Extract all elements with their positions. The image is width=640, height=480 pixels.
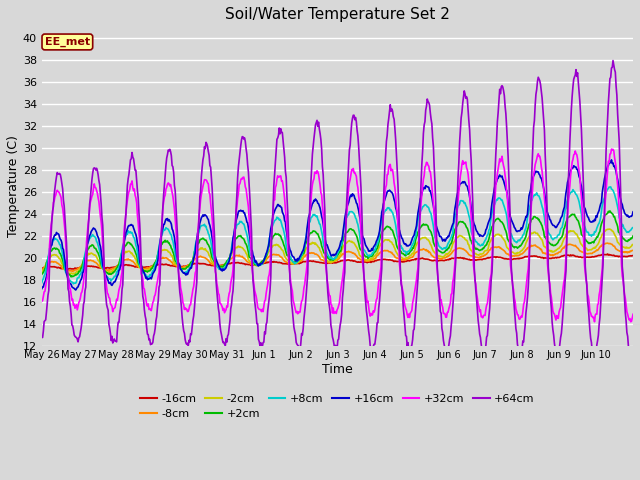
-16cm <box>63 266 71 272</box>
+2cm <box>217 264 225 270</box>
-16cm <box>108 264 116 270</box>
+32cm <box>607 146 615 152</box>
+2cm <box>268 236 276 241</box>
-16cm <box>629 252 637 258</box>
Line: +32cm: +32cm <box>42 149 633 322</box>
+32cm <box>591 319 598 324</box>
+8cm <box>629 225 637 230</box>
+32cm <box>38 299 45 304</box>
Line: +16cm: +16cm <box>42 160 633 290</box>
+16cm <box>433 224 440 230</box>
-8cm <box>433 255 440 261</box>
-8cm <box>629 248 637 253</box>
-8cm <box>217 263 225 269</box>
+2cm <box>246 255 254 261</box>
+64cm <box>432 201 440 207</box>
+8cm <box>399 248 407 253</box>
-2cm <box>217 264 225 270</box>
+32cm <box>216 300 224 306</box>
-16cm <box>217 263 225 268</box>
+8cm <box>38 280 45 286</box>
+2cm <box>108 270 116 276</box>
+8cm <box>108 276 116 282</box>
-8cm <box>399 257 407 263</box>
-2cm <box>268 244 276 250</box>
+32cm <box>432 240 440 245</box>
+2cm <box>399 251 407 257</box>
+16cm <box>399 239 407 245</box>
Title: Soil/Water Temperature Set 2: Soil/Water Temperature Set 2 <box>225 7 450 22</box>
Line: +2cm: +2cm <box>42 211 633 277</box>
+64cm <box>628 356 636 362</box>
-8cm <box>268 252 276 258</box>
-8cm <box>108 266 116 272</box>
-8cm <box>38 266 45 272</box>
Line: +8cm: +8cm <box>42 187 633 284</box>
+32cm <box>629 312 637 317</box>
-2cm <box>108 268 116 274</box>
Line: -16cm: -16cm <box>42 254 633 269</box>
+16cm <box>217 267 225 273</box>
Text: EE_met: EE_met <box>45 37 90 47</box>
Line: -2cm: -2cm <box>42 229 633 274</box>
+8cm <box>607 184 614 190</box>
+16cm <box>607 157 615 163</box>
-2cm <box>629 241 637 247</box>
-2cm <box>399 256 407 262</box>
-2cm <box>246 259 254 265</box>
+8cm <box>433 237 440 243</box>
+64cm <box>268 240 275 246</box>
+32cm <box>245 216 253 222</box>
+2cm <box>67 274 75 280</box>
+2cm <box>38 271 45 277</box>
+16cm <box>268 218 276 224</box>
X-axis label: Time: Time <box>322 363 353 376</box>
-16cm <box>604 251 611 257</box>
+64cm <box>245 182 253 188</box>
+2cm <box>629 233 637 239</box>
+2cm <box>606 208 614 214</box>
-16cm <box>433 258 440 264</box>
-8cm <box>69 268 77 274</box>
-2cm <box>38 270 45 276</box>
+16cm <box>246 236 254 241</box>
-16cm <box>246 262 254 267</box>
-16cm <box>399 259 407 264</box>
+8cm <box>217 266 225 272</box>
Line: +64cm: +64cm <box>42 60 633 359</box>
+2cm <box>433 245 440 251</box>
Legend: -16cm, -8cm, -2cm, +2cm, +8cm, +16cm, +32cm, +64cm: -16cm, -8cm, -2cm, +2cm, +8cm, +16cm, +3… <box>136 389 539 424</box>
-16cm <box>38 265 45 271</box>
Line: -8cm: -8cm <box>42 243 633 271</box>
-8cm <box>604 240 611 246</box>
-2cm <box>606 226 614 232</box>
+16cm <box>629 209 637 215</box>
+64cm <box>108 338 115 344</box>
+64cm <box>609 58 617 63</box>
+64cm <box>38 335 45 340</box>
+64cm <box>399 293 406 299</box>
Y-axis label: Temperature (C): Temperature (C) <box>7 135 20 237</box>
+16cm <box>108 283 116 288</box>
+64cm <box>216 321 224 327</box>
+16cm <box>38 286 45 291</box>
-2cm <box>433 252 440 258</box>
+32cm <box>108 302 115 308</box>
+8cm <box>70 281 77 287</box>
+32cm <box>399 287 406 293</box>
-2cm <box>67 271 74 277</box>
-16cm <box>268 259 276 264</box>
+64cm <box>629 349 637 355</box>
+8cm <box>246 250 254 256</box>
+16cm <box>72 287 79 293</box>
+8cm <box>268 224 276 229</box>
+32cm <box>268 230 275 236</box>
-8cm <box>246 260 254 266</box>
